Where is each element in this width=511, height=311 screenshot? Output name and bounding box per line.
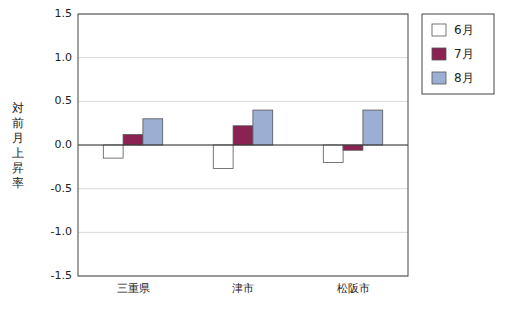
legend-label: 8月	[454, 71, 474, 85]
bar	[343, 145, 363, 150]
y-tick-label: 0.0	[55, 138, 73, 151]
y-axis-label-char: 率	[12, 175, 24, 189]
y-axis-label-char: 対	[12, 100, 24, 114]
bar	[143, 119, 163, 145]
y-axis: -1.5 -1.0 -0.5 0.0 0.5 1.0 1.5	[51, 7, 72, 282]
y-axis-label: 対前月上昇率	[12, 100, 24, 189]
plot-frame	[78, 14, 408, 276]
x-tick-label: 三重県	[117, 282, 150, 295]
y-tick-label: -1.5	[51, 269, 72, 282]
legend-label: 7月	[454, 47, 474, 61]
x-tick-label: 津市	[232, 282, 254, 295]
y-axis-label-char: 月	[12, 130, 24, 144]
grid-line	[78, 145, 408, 146]
bar	[123, 135, 143, 145]
bar	[103, 145, 123, 158]
y-tick-label: 0.5	[55, 94, 73, 107]
grid-line	[78, 188, 408, 189]
y-tick-label: -1.0	[51, 225, 72, 238]
legend-swatch	[432, 48, 446, 60]
bar	[233, 126, 253, 145]
y-tick-label: 1.0	[55, 51, 73, 64]
bar	[213, 145, 233, 169]
bar	[253, 110, 273, 145]
bars	[103, 110, 382, 169]
legend-swatch	[432, 72, 446, 84]
y-tick-label: -0.5	[51, 182, 72, 195]
y-tick-label: 1.5	[55, 7, 73, 20]
legend-label: 6月	[454, 23, 474, 37]
y-axis-label-char: 前	[12, 115, 24, 129]
grid-line	[78, 57, 408, 58]
zero-line	[78, 145, 408, 146]
legend: 6月 7月 8月	[422, 14, 494, 94]
x-axis: 三重県 津市 松阪市	[117, 282, 370, 295]
y-axis-label-char: 上	[12, 145, 24, 159]
grid-line	[78, 101, 408, 102]
bar	[323, 145, 343, 162]
x-tick-label: 松阪市	[337, 282, 370, 295]
legend-swatch	[432, 24, 446, 36]
y-axis-label-char: 昇	[12, 160, 24, 174]
legend-frame	[422, 14, 494, 94]
chart-svg: -1.5 -1.0 -0.5 0.0 0.5 1.0 1.5 三重県 津市 松阪市 対前月上昇率 6月…	[0, 0, 511, 311]
chart-container: -1.5 -1.0 -0.5 0.0 0.5 1.0 1.5 三重県 津市 松阪市 対前月上昇率 6月…	[0, 0, 511, 311]
bar	[363, 110, 383, 145]
page: {"chart_data": {"type": "bar", "categori…	[0, 0, 511, 311]
grid	[78, 14, 408, 276]
grid-line	[78, 232, 408, 233]
